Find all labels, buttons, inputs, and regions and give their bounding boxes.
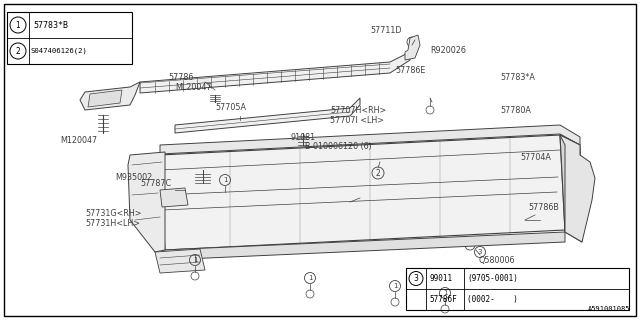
Text: 99011: 99011 <box>429 274 452 283</box>
Text: S047406126(2): S047406126(2) <box>30 47 87 54</box>
Text: 3: 3 <box>413 274 419 283</box>
Text: 3: 3 <box>477 249 483 255</box>
Text: 1: 1 <box>308 275 312 281</box>
Text: 1: 1 <box>15 20 20 29</box>
Text: 1: 1 <box>193 257 197 263</box>
Polygon shape <box>128 152 165 252</box>
Text: (0002-    ): (0002- ) <box>467 295 518 304</box>
Text: 57786E: 57786E <box>395 66 426 75</box>
Polygon shape <box>88 90 122 107</box>
Text: 57707H<RH>: 57707H<RH> <box>330 106 387 115</box>
Text: R920026: R920026 <box>430 45 466 54</box>
Text: 57786F: 57786F <box>429 295 457 304</box>
Text: 57786B: 57786B <box>528 204 559 212</box>
Polygon shape <box>175 98 360 133</box>
Text: 1: 1 <box>223 177 227 183</box>
Text: M935002: M935002 <box>115 172 152 181</box>
Text: 57711D: 57711D <box>370 26 401 35</box>
Polygon shape <box>560 135 595 242</box>
Text: ML20047: ML20047 <box>175 83 211 92</box>
Text: 57786: 57786 <box>168 73 193 82</box>
Text: Q580006: Q580006 <box>478 255 515 265</box>
Text: 57731H<LH>: 57731H<LH> <box>85 219 140 228</box>
Text: 1: 1 <box>393 283 397 289</box>
Polygon shape <box>140 52 410 93</box>
Polygon shape <box>560 135 582 242</box>
Text: B 010006120 (6): B 010006120 (6) <box>305 141 372 150</box>
Text: 57731G<RH>: 57731G<RH> <box>85 209 141 218</box>
Text: 2: 2 <box>376 169 380 178</box>
Polygon shape <box>405 35 420 60</box>
Text: 57787C: 57787C <box>140 179 171 188</box>
Polygon shape <box>163 232 565 260</box>
Text: 57783*B: 57783*B <box>33 20 68 29</box>
Polygon shape <box>160 135 565 250</box>
Text: M120047: M120047 <box>60 135 97 145</box>
Text: A591001085: A591001085 <box>588 306 630 312</box>
Polygon shape <box>155 249 205 273</box>
Polygon shape <box>80 82 140 110</box>
Text: (9705-0001): (9705-0001) <box>467 274 518 283</box>
Text: 57707I <LH>: 57707I <LH> <box>330 116 384 124</box>
Bar <box>7 12 132 64</box>
Text: 1: 1 <box>443 290 447 296</box>
Polygon shape <box>160 188 188 207</box>
Text: 57783*A: 57783*A <box>500 73 535 82</box>
Polygon shape <box>160 125 580 154</box>
Text: 91081: 91081 <box>290 132 315 141</box>
Bar <box>406 268 629 310</box>
Text: 57780A: 57780A <box>500 106 531 115</box>
Text: 57704A: 57704A <box>520 153 551 162</box>
Text: 57705A: 57705A <box>215 102 246 111</box>
Text: 2: 2 <box>15 46 20 55</box>
